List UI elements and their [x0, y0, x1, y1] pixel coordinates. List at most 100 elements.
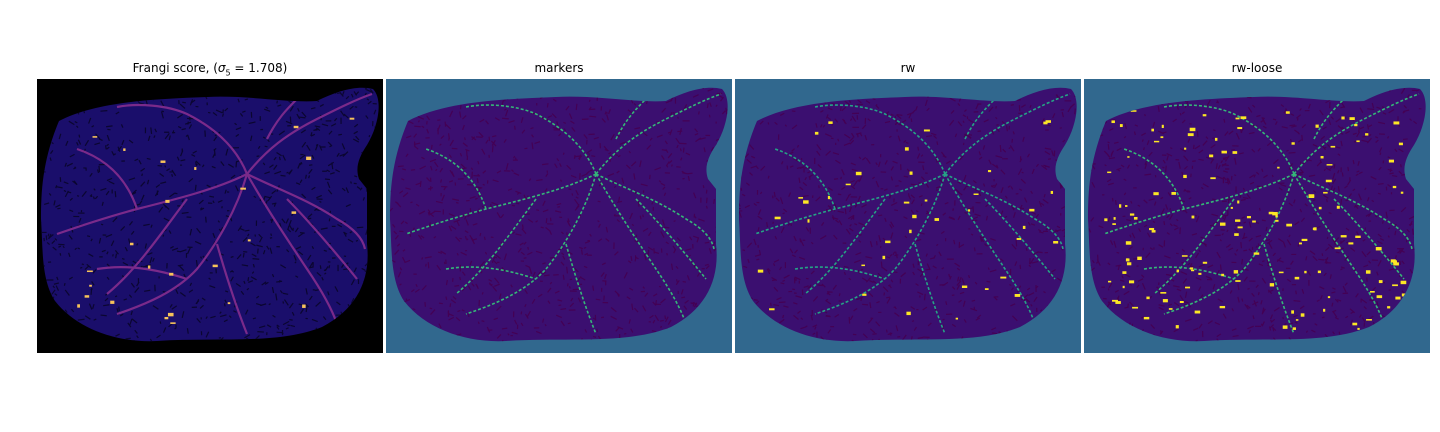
highlight-segment	[1179, 301, 1184, 304]
highlight-segment	[1323, 191, 1328, 194]
highlight-segment	[1185, 286, 1191, 289]
highlight-segment	[1246, 216, 1251, 219]
highlight-segment	[1352, 322, 1358, 326]
highlight-segment	[757, 269, 764, 273]
highlight-segment	[1014, 293, 1021, 297]
vessel-path	[96, 265, 188, 281]
highlight-segment	[1398, 142, 1403, 146]
highlight-segment	[1160, 136, 1164, 139]
vessel-path	[794, 266, 886, 280]
highlight-segment	[1357, 327, 1360, 330]
highlight-segment	[1129, 213, 1135, 216]
title-sigma-subscript: 5	[225, 68, 231, 78]
highlight-segment	[1016, 238, 1022, 240]
highlight-segment	[293, 125, 299, 129]
highlight-segment	[769, 308, 775, 311]
highlight-segment	[1107, 171, 1112, 174]
highlight-segment	[1111, 120, 1115, 124]
highlight-segment	[1113, 217, 1116, 220]
highlight-segment	[1202, 261, 1208, 264]
highlight-segment	[194, 167, 197, 170]
highlight-segment	[923, 129, 930, 132]
image-panel-rw	[735, 79, 1081, 353]
highlight-segment	[1161, 124, 1164, 129]
highlight-segment	[1277, 166, 1280, 169]
highlight-segment	[1181, 255, 1188, 257]
highlight-segment	[906, 311, 911, 316]
vessel-path	[615, 98, 647, 140]
highlight-segment	[1235, 280, 1241, 282]
highlight-segment	[169, 272, 174, 276]
highlight-segment	[164, 316, 169, 320]
highlight-segment	[1349, 117, 1355, 121]
highlight-segment	[1175, 325, 1179, 329]
highlight-segment	[1320, 155, 1324, 159]
tissue-texture	[739, 87, 1077, 342]
vessel-path	[1143, 266, 1235, 280]
highlight-segment	[1340, 235, 1347, 238]
highlight-segment	[1153, 140, 1160, 143]
vessel-path	[116, 103, 249, 175]
highlight-segment	[1000, 276, 1007, 279]
highlight-segment	[123, 148, 126, 151]
highlight-segment	[882, 255, 886, 260]
highlight-segment	[1122, 271, 1127, 274]
highlight-segment	[1232, 151, 1238, 154]
highlight-segment	[1356, 140, 1360, 143]
rw-image	[735, 79, 1081, 353]
vessel-path	[984, 198, 1056, 280]
highlight-segment	[1393, 121, 1400, 125]
highlight-segment	[1183, 174, 1187, 179]
highlight-segment	[240, 187, 246, 190]
highlight-segment	[1237, 127, 1243, 130]
highlight-segment	[227, 302, 231, 305]
panel-title-rw: rw	[900, 61, 916, 75]
highlight-segment	[1286, 223, 1293, 227]
vessel-path	[266, 98, 298, 140]
highlight-segment	[1370, 290, 1375, 293]
vessel-path	[1333, 198, 1405, 280]
highlight-segment	[1130, 110, 1137, 112]
highlight-segment	[1050, 190, 1054, 194]
vessel-path	[595, 93, 722, 175]
highlight-segment	[1376, 295, 1383, 299]
highlight-segment	[1366, 319, 1372, 321]
highlight-segment	[92, 136, 98, 138]
vessel-path	[465, 104, 597, 175]
vessel-path	[944, 173, 1064, 250]
highlight-segment	[1133, 216, 1138, 220]
vessel-path	[914, 243, 946, 335]
highlight-segment	[1375, 247, 1382, 251]
highlight-segment	[1378, 280, 1383, 284]
highlight-segment	[987, 170, 992, 173]
highlight-segment	[1252, 220, 1256, 223]
highlight-segment	[1304, 270, 1307, 274]
vessel-path	[595, 173, 715, 250]
vessel-path	[286, 198, 358, 280]
highlight-segment	[1115, 301, 1121, 304]
vessel-path	[465, 173, 597, 315]
vessel-path	[814, 173, 946, 315]
highlight-segment	[1392, 260, 1397, 264]
highlight-segment	[1392, 185, 1397, 189]
vessel-path	[1153, 198, 1235, 295]
vessel-path	[1263, 243, 1295, 335]
highlight-segment	[1234, 233, 1239, 236]
highlight-segment	[1308, 195, 1315, 198]
highlight-segment	[212, 264, 218, 268]
vessel-path	[1293, 93, 1420, 175]
highlight-segment	[1400, 280, 1407, 285]
highlight-segment	[912, 214, 917, 219]
highlight-segment	[1112, 299, 1118, 302]
vessel-path	[565, 243, 597, 335]
highlight-segment	[1221, 150, 1227, 154]
highlight-segment	[1272, 211, 1278, 216]
highlight-segment	[1202, 114, 1207, 117]
highlight-segment	[955, 317, 959, 320]
vessel-path	[215, 243, 249, 335]
highlight-segment	[1189, 267, 1194, 270]
vessel-path	[1103, 173, 1295, 235]
highlight-segment	[934, 218, 940, 221]
vessel-path	[1163, 104, 1295, 175]
